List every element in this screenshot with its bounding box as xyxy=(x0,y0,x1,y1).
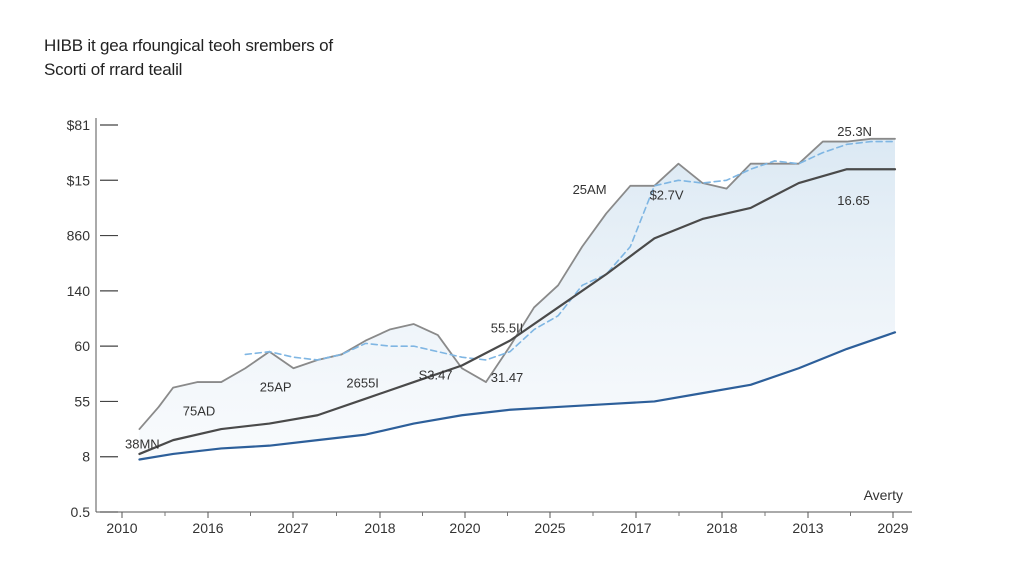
chart-title-line-1: HIBB it gea rfoungical teoh srembers of xyxy=(44,36,333,55)
y-tick-label: 0.5 xyxy=(71,504,91,520)
legend-label: Averty xyxy=(864,487,903,503)
y-tick-label: 860 xyxy=(67,228,91,244)
data-annotation: $2.7V xyxy=(650,188,684,203)
data-annotation: 25AM xyxy=(573,182,607,197)
data-annotation: 38MN xyxy=(125,436,160,451)
y-tick-label: 55 xyxy=(74,393,90,409)
area-fill xyxy=(139,138,895,460)
data-annotation: 16.65 xyxy=(837,193,870,208)
data-annotation: 2655I xyxy=(346,376,379,391)
data-annotation: 55.5II xyxy=(491,320,524,335)
chart-title: HIBB it gea rfoungical teoh srembers of … xyxy=(44,34,333,82)
y-tick-label: $15 xyxy=(67,172,91,188)
series-line-2 xyxy=(244,140,896,361)
chart-title-line-2: Scorti of rrard tealil xyxy=(44,60,183,79)
data-annotation: S3.47 xyxy=(419,367,453,382)
series-line-3 xyxy=(138,168,897,456)
x-tick-label: 2020 xyxy=(449,520,480,536)
y-tick-label: 60 xyxy=(74,338,90,354)
x-tick-label: 2013 xyxy=(792,520,823,536)
x-tick-label: 2018 xyxy=(706,520,737,536)
data-annotation: 31.47 xyxy=(491,370,524,385)
x-tick-label: 2027 xyxy=(277,520,308,536)
y-tick-label: 8 xyxy=(82,449,90,465)
x-tick-label: 2025 xyxy=(534,520,565,536)
data-annotation: 25AP xyxy=(260,379,292,394)
data-annotation: 75AD xyxy=(183,403,216,418)
series-line-4 xyxy=(138,331,897,461)
x-tick-label: 2016 xyxy=(192,520,223,536)
y-tick-label: $81 xyxy=(67,117,91,133)
x-tick-label: 2018 xyxy=(364,520,395,536)
y-tick-label: 140 xyxy=(67,283,91,299)
data-annotation: 25.3N xyxy=(837,124,872,139)
x-tick-label: 2029 xyxy=(877,520,908,536)
x-tick-label: 2017 xyxy=(620,520,651,536)
x-tick-label: 2010 xyxy=(106,520,137,536)
